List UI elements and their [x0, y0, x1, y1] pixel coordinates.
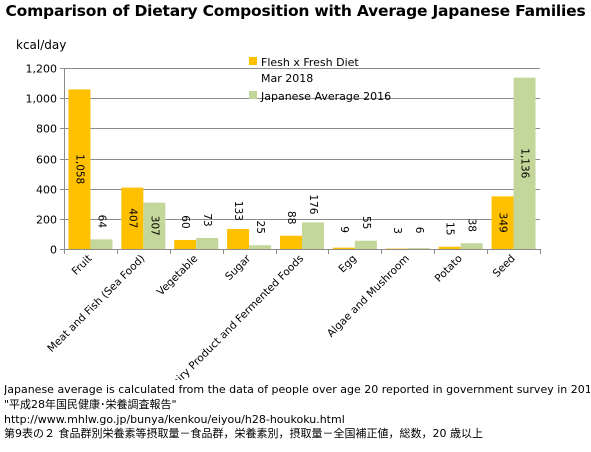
- legend-label-japanese-average: Japanese Average 2016: [260, 90, 391, 103]
- bar-data-label: 1,136: [519, 148, 531, 178]
- x-category-label: Seed: [491, 253, 518, 280]
- bar-flesh-fresh: [174, 239, 197, 249]
- grid-lines: [64, 68, 540, 220]
- bar-japanese-average: [407, 248, 430, 249]
- bar-data-label: 407: [126, 208, 138, 228]
- x-category-label: Fruit: [70, 253, 95, 278]
- note-line-4: 第9表の２ 食品群別栄養素等摂取量－食品群，栄養素別，摂取量－全国補正値，総数，…: [4, 427, 483, 441]
- bar-japanese-average: [354, 240, 377, 249]
- legend-label-flesh-fresh-date: Mar 2018: [261, 72, 313, 85]
- bar-data-label: 15: [444, 222, 456, 235]
- note-line-3: http://www.mhlw.go.jp/bunya/kenkou/eiyou…: [4, 412, 345, 426]
- bar-data-label: 88: [285, 211, 297, 224]
- bar-japanese-average: [513, 77, 536, 249]
- bar-japanese-average: [143, 202, 166, 249]
- bar-flesh-fresh: [280, 235, 302, 249]
- bar-data-label: 73: [201, 213, 213, 226]
- bar-flesh-fresh: [491, 196, 514, 249]
- legend: Flesh x Fresh Diet Mar 2018 Japanese Ave…: [249, 56, 391, 103]
- x-category-label: Potato: [433, 253, 465, 285]
- bar-flesh-fresh: [121, 187, 144, 249]
- x-category-label: Egg: [336, 253, 359, 276]
- x-category-label: Sugar: [223, 252, 254, 283]
- source-notes: Japanese average is calculated from the …: [4, 383, 590, 442]
- legend-swatch-flesh-fresh: [249, 57, 257, 65]
- bar-data-label: 55: [360, 216, 372, 229]
- y-tick-label: 800: [36, 123, 57, 136]
- bar-data-label: 176: [307, 194, 319, 214]
- chart-title: Comparison of Dietary Composition with A…: [5, 2, 586, 20]
- y-axis-label: kcal/day: [16, 38, 66, 52]
- bar-data-label: 60: [179, 215, 191, 228]
- bar-flesh-fresh: [227, 228, 250, 249]
- bar-data-label: 3: [391, 227, 403, 234]
- y-tick-label: 600: [36, 154, 57, 167]
- bar-japanese-average: [460, 243, 483, 249]
- bar-flesh-fresh: [438, 246, 461, 249]
- bar-data-label: 64: [95, 215, 107, 229]
- bar-data-label: 38: [466, 219, 478, 232]
- y-tick-label: 200: [36, 214, 57, 227]
- bar-data-label: 307: [148, 216, 160, 236]
- x-category-label: Vegetable: [155, 253, 201, 299]
- bar-flesh-fresh: [332, 247, 355, 249]
- y-tick-label: 1,200: [26, 63, 58, 76]
- bar-data-label: 9: [338, 226, 350, 233]
- bar-japanese-average: [196, 237, 219, 249]
- y-tick-label: 0: [50, 244, 57, 257]
- bar-japanese-average: [302, 222, 324, 249]
- note-line-1: Japanese average is calculated from the …: [4, 383, 590, 396]
- bar-data-label: 349: [497, 213, 509, 233]
- bar-flesh-fresh: [68, 89, 91, 249]
- bars: 1,058 64 407 307 60 73 133 25 88 176 9 55 3 6 15 38 349 1…: [68, 77, 536, 249]
- bar-japanese-average: [90, 239, 113, 249]
- bar-data-label: 133: [232, 201, 244, 221]
- legend-swatch-japanese-average: [249, 91, 257, 99]
- y-tick-label: 400: [36, 184, 57, 197]
- bar-japanese-average: [249, 245, 272, 249]
- legend-label-flesh-fresh: Flesh x Fresh Diet: [261, 56, 359, 69]
- x-category-label: Meat and Fish (Sea Food): [45, 253, 147, 355]
- bar-data-label: 25: [254, 221, 266, 234]
- note-line-2: "平成28年国民健康･栄養調査報告": [4, 397, 177, 411]
- bar-data-label: 1,058: [73, 154, 85, 184]
- y-tick-label: 1,000: [26, 93, 58, 106]
- bar-data-label: 6: [413, 227, 425, 234]
